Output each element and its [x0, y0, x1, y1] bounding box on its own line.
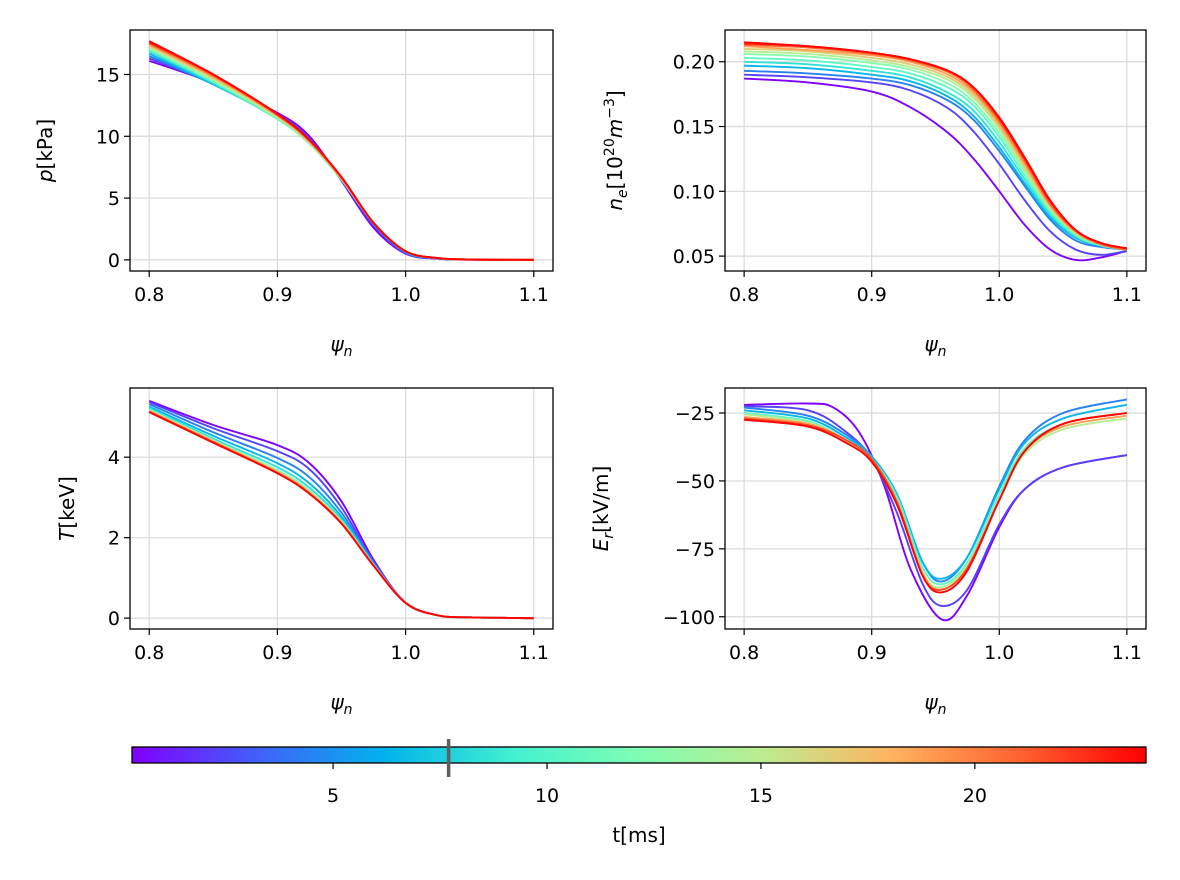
radial-field-x-tick-label: 0.8: [729, 642, 759, 664]
pressure-series-line: [148, 40, 534, 261]
radial-field-y-tick-label: −75: [675, 539, 715, 561]
temperature-y-tick-label: 2: [108, 528, 120, 550]
radial-field-x-tick-label: 0.9: [857, 642, 887, 664]
temperature-ticks: 0.8 0.9 1.0 1.1 0 2 4: [108, 447, 549, 664]
density-y-tick-label: 0.20: [673, 52, 715, 74]
density-series-line: [744, 47, 1128, 251]
radial-field-series-line: [744, 412, 1128, 592]
pressure-series-line: [148, 55, 534, 261]
density-panel: 0.8 0.9 1.0 1.1 0.05 0.10 0.15 0.20 ψn ne[1020m…: [602, 29, 1147, 360]
radial-field-series-line: [744, 403, 1128, 580]
density-series-line: [744, 53, 1128, 251]
colorbar: 5 10 15 20 t[ms]: [131, 739, 1147, 847]
radial-field-series-line: [744, 398, 1128, 583]
colorbar-ticks: 5 10 15 20: [327, 763, 987, 807]
density-series-line: [744, 64, 1128, 251]
pressure-series-line: [148, 52, 534, 261]
temperature-y-axis-label: T[keV]: [55, 476, 79, 541]
temperature-panel: 0.8 0.9 1.0 1.1 0 2 4 ψn T[keV]: [55, 387, 554, 718]
radial-field-panel: 0.8 0.9 1.0 1.1 −25 −50 −75 −100 ψn Er[kV/m]: [589, 387, 1147, 718]
temperature-x-tick-label: 1.0: [390, 642, 420, 664]
temperature-series-line: [148, 401, 534, 620]
temperature-y-tick-label: 0: [108, 608, 120, 630]
density-series-line: [744, 43, 1128, 251]
radial-field-lines: [744, 398, 1128, 622]
radial-field-series-line: [744, 413, 1128, 589]
density-y-tick-label: 0.15: [673, 117, 715, 139]
density-y-tick-label: 0.10: [673, 181, 715, 203]
pressure-x-tick-label: 1.0: [390, 284, 420, 306]
colorbar-tick-label: 10: [535, 785, 559, 807]
density-axes-frame: [724, 29, 1147, 272]
colorbar-tick-label: 20: [963, 785, 987, 807]
pressure-x-tick-label: 1.1: [519, 284, 549, 306]
radial-field-x-tick-label: 1.0: [984, 642, 1014, 664]
radial-field-series-line: [744, 412, 1128, 586]
density-x-tick-label: 1.0: [984, 284, 1014, 306]
radial-field-y-axis-label: Er[kV/m]: [589, 466, 617, 552]
temperature-series-line: [148, 410, 534, 620]
density-series-line: [744, 56, 1128, 251]
temperature-axes-frame: [129, 387, 554, 630]
radial-field-y-tick-label: −100: [663, 607, 715, 629]
pressure-series-line: [148, 57, 534, 261]
density-ticks: 0.8 0.9 1.0 1.1 0.05 0.10 0.15 0.20: [673, 52, 1142, 306]
density-x-tick-label: 0.9: [857, 284, 887, 306]
pressure-x-axis-label: ψn: [330, 332, 352, 360]
pressure-panel: 0.8 0.9 1.0 1.1 0 5 10 15 ψn p[kPa]: [33, 29, 554, 360]
radial-field-x-tick-label: 1.1: [1112, 642, 1142, 664]
density-y-axis-label: ne[1020m−3]: [602, 90, 631, 210]
temperature-lines: [148, 399, 534, 620]
temperature-x-tick-label: 0.8: [134, 642, 164, 664]
pressure-axes-frame: [129, 29, 554, 272]
radial-field-ticks: 0.8 0.9 1.0 1.1 −25 −50 −75 −100: [663, 403, 1142, 664]
density-series-line: [744, 69, 1127, 251]
radial-field-axes-frame: [724, 387, 1147, 630]
density-series-line: [744, 41, 1128, 250]
density-y-tick-label: 0.05: [673, 246, 715, 268]
temperature-x-tick-label: 0.9: [262, 642, 292, 664]
pressure-lines: [148, 40, 534, 261]
pressure-x-tick-label: 0.9: [262, 284, 292, 306]
colorbar-label: t[ms]: [612, 823, 665, 847]
pressure-y-tick-label: 0: [108, 250, 120, 272]
density-series-line: [744, 60, 1128, 251]
pressure-y-tick-label: 10: [96, 126, 120, 148]
temperature-x-axis-label: ψn: [330, 690, 352, 718]
colorbar-gradient: [131, 746, 1147, 764]
pressure-x-tick-label: 0.8: [134, 284, 164, 306]
pressure-grid: [130, 30, 553, 271]
radial-field-x-axis-label: ψn: [924, 690, 946, 718]
density-x-tick-label: 1.1: [1112, 284, 1142, 306]
pressure-y-axis-label: p[kPa]: [33, 119, 57, 183]
temperature-y-tick-label: 4: [108, 447, 120, 469]
pressure-ticks: 0.8 0.9 1.0 1.1 0 5 10 15: [96, 64, 549, 306]
temperature-series-line: [148, 411, 534, 620]
temperature-x-tick-label: 1.1: [519, 642, 549, 664]
radial-field-y-tick-label: −25: [675, 403, 715, 425]
density-x-axis-label: ψn: [924, 332, 946, 360]
density-grid: [725, 30, 1146, 271]
density-x-tick-label: 0.8: [729, 284, 759, 306]
density-series-line: [744, 77, 1128, 262]
radial-field-series-line: [744, 412, 1128, 594]
colorbar-tick-label: 5: [327, 785, 339, 807]
density-lines: [744, 41, 1128, 262]
radial-field-series-line: [744, 405, 1128, 607]
density-series-line: [744, 73, 1128, 256]
pressure-series-line: [148, 60, 534, 261]
colorbar-tick-label: 15: [749, 785, 773, 807]
radial-field-series-line: [744, 414, 1128, 591]
temperature-grid: [130, 388, 553, 629]
pressure-y-tick-label: 5: [108, 188, 120, 210]
pressure-y-tick-label: 15: [96, 64, 120, 86]
temperature-series-line: [148, 409, 534, 620]
radial-field-y-tick-label: −50: [675, 471, 715, 493]
